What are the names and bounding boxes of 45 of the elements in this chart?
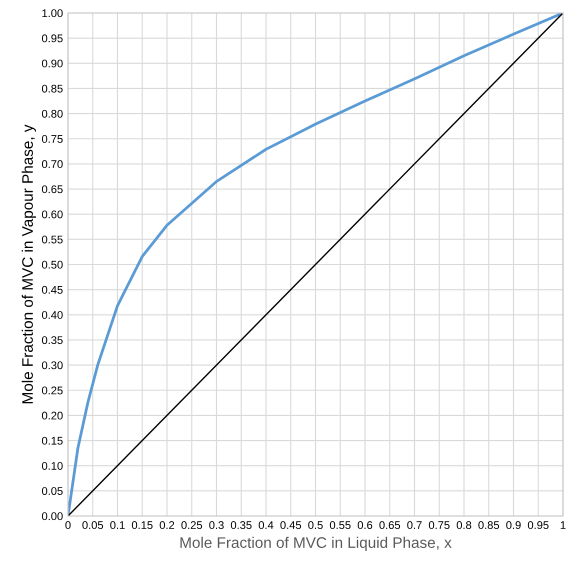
y-tick-label: 0.95 xyxy=(42,34,63,42)
x-tick-label: 0.2 xyxy=(160,521,174,530)
x-tick-label: 0.5 xyxy=(308,521,323,530)
x-axis-title: Mole Fraction of MVC in Liquid Phase, x xyxy=(180,536,452,552)
y-tick-label: 0.55 xyxy=(42,236,63,244)
y-tick-label: 0.25 xyxy=(42,386,63,394)
y-tick-label: 0.75 xyxy=(42,135,63,143)
x-tick-label: 0.7 xyxy=(407,521,422,530)
x-tick-label: 0.65 xyxy=(379,521,400,530)
y-tick-label: 1.00 xyxy=(42,9,63,18)
x-tick-label: 0.4 xyxy=(258,521,274,530)
x-tick-label: 0.3 xyxy=(209,521,224,530)
y-tick-label: 0.40 xyxy=(42,311,63,319)
x-tick-label: 1 xyxy=(560,521,566,529)
y-tick-label: 0.90 xyxy=(42,60,63,68)
y-tick-label: 0.60 xyxy=(42,210,63,218)
x-tick-label: 0.25 xyxy=(181,521,202,530)
y-tick-label: 0.50 xyxy=(42,260,63,269)
x-tick-label: 0.6 xyxy=(358,521,372,530)
y-tick-label: 0.65 xyxy=(42,185,63,194)
x-tick-label: 0.45 xyxy=(280,521,302,530)
x-tick-label: 0.35 xyxy=(230,521,252,530)
y-tick-label: 0.30 xyxy=(42,361,63,370)
y-tick-label: 0.10 xyxy=(42,462,63,470)
y-tick-label: 0.85 xyxy=(42,84,63,93)
x-tick-label: 0.8 xyxy=(456,521,472,530)
y-tick-label: 0.20 xyxy=(42,412,63,420)
x-tick-label: 0.1 xyxy=(110,521,125,530)
x-tick-label: 0.55 xyxy=(330,521,351,530)
x-tick-label: 0.9 xyxy=(506,521,521,530)
y-axis-title: Mole Fraction of MVC in Vapour Phase, y xyxy=(22,124,36,404)
x-tick-label: 0.85 xyxy=(478,521,500,530)
y-tick-label: 0.35 xyxy=(42,336,63,344)
y-tick-label: 0.70 xyxy=(42,160,63,168)
x-tick-label: 0.75 xyxy=(428,521,450,530)
x-tick-label: 0.95 xyxy=(528,521,549,530)
y-tick-label: 0.45 xyxy=(42,286,63,294)
y-tick-label: 0.00 xyxy=(42,512,63,520)
x-tick-label: 0.15 xyxy=(132,521,153,530)
line-series xyxy=(68,13,563,516)
x-tick-label: 0.05 xyxy=(82,521,104,530)
x-tick-label: 0 xyxy=(65,521,71,530)
y-tick-label: 0.15 xyxy=(42,436,63,445)
y-tick-label: 0.05 xyxy=(42,487,63,495)
y-tick-label: 0.80 xyxy=(42,110,63,118)
